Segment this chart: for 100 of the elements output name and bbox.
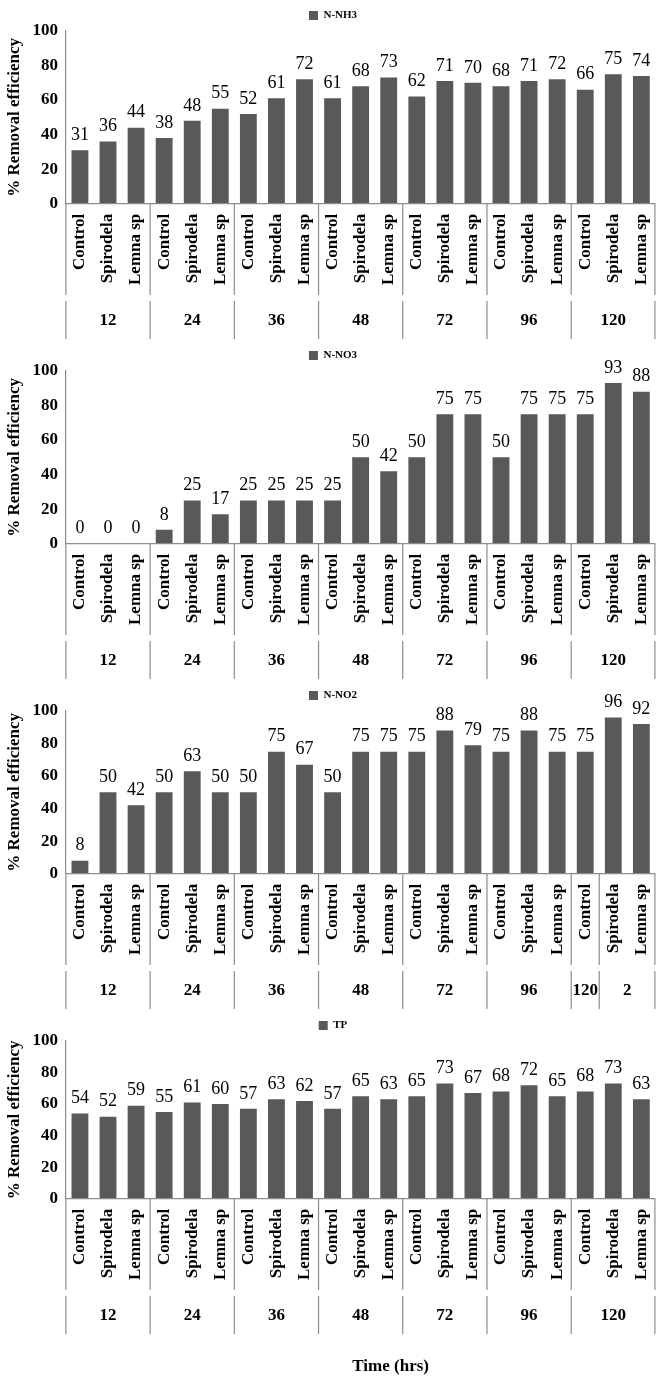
bar xyxy=(183,120,201,204)
data-label: 61 xyxy=(183,1076,202,1097)
x-tick-label: Lemna sp xyxy=(630,883,650,956)
data-label: 60 xyxy=(211,1077,230,1098)
x-tick-label: Spirodela xyxy=(602,883,622,954)
bar xyxy=(632,724,650,874)
x-tick-label: Spirodela xyxy=(181,553,201,624)
x-tick-label: Lemna sp xyxy=(462,883,482,956)
y-tick-label: 40 xyxy=(40,124,58,143)
data-label: 17 xyxy=(211,488,230,509)
bar xyxy=(239,500,257,544)
x-tick-label: Spirodela xyxy=(602,213,622,284)
x-tick-label: Control xyxy=(574,1208,594,1266)
data-label: 50 xyxy=(351,431,370,452)
data-label: 38 xyxy=(155,111,174,132)
bar xyxy=(436,1083,454,1199)
x-tick-label: Control xyxy=(69,213,89,271)
x-tick-label: Lemna sp xyxy=(293,1208,313,1281)
data-label: 75 xyxy=(604,47,623,68)
bar xyxy=(492,1091,510,1199)
x-tick-label: Control xyxy=(237,883,257,941)
bar xyxy=(211,108,229,204)
text: 120 xyxy=(572,980,598,1000)
x-tick-label: Spirodela xyxy=(265,1208,285,1279)
y-tick-label: 80 xyxy=(40,732,58,752)
bar xyxy=(408,1096,426,1199)
data-label: 75 xyxy=(463,387,482,408)
y-tick-label: 80 xyxy=(40,1061,58,1081)
bar xyxy=(436,414,454,544)
x-tick-label: Spirodela xyxy=(434,1208,454,1279)
x-tick-label: Control xyxy=(574,553,594,611)
x-tick-label: Lemna sp xyxy=(546,1208,566,1281)
data-label: 63 xyxy=(379,1073,398,1094)
x-tick-label: Lemna sp xyxy=(462,213,482,286)
bar xyxy=(492,86,510,204)
text: 96 xyxy=(520,1305,538,1325)
bar xyxy=(492,751,510,874)
bar xyxy=(239,113,257,204)
y-tick-label: 20 xyxy=(40,498,58,518)
x-tick-label: Lemna sp xyxy=(378,883,398,956)
x-tick-label: Lemna sp xyxy=(209,553,229,626)
bar xyxy=(183,771,201,874)
x-tick-label: Control xyxy=(153,1208,173,1266)
y-tick-label: 40 xyxy=(40,1125,58,1144)
x-tick-label: Lemna sp xyxy=(209,883,229,956)
text: 24 xyxy=(183,310,202,330)
x-tick-label: Lemna sp xyxy=(125,1208,145,1281)
text: 12 xyxy=(99,650,117,670)
data-label: 50 xyxy=(211,766,230,787)
data-label: 72 xyxy=(548,53,567,74)
x-tick-label: Spirodela xyxy=(350,1208,370,1279)
x-tick-label: Spirodela xyxy=(518,1208,538,1279)
bar xyxy=(71,1113,89,1199)
y-tick-label: 20 xyxy=(40,158,58,178)
x-tick-label: Spirodela xyxy=(434,883,454,954)
x-tick-label: Control xyxy=(321,883,341,941)
bar xyxy=(239,1108,257,1199)
x-tick-label: Lemna sp xyxy=(630,553,650,626)
data-label: 75 xyxy=(576,387,595,408)
text: 48 xyxy=(352,650,370,670)
bar xyxy=(99,1116,117,1199)
x-tick-label: Control xyxy=(237,213,257,271)
data-label: 62 xyxy=(407,70,426,91)
text: 24 xyxy=(183,650,202,670)
text: 72 xyxy=(436,310,454,330)
legend-label: N-NO2 xyxy=(323,688,358,701)
bar xyxy=(296,1100,313,1199)
text: 72 xyxy=(436,650,454,670)
data-label: 0 xyxy=(75,517,85,538)
data-label: 72 xyxy=(520,1058,539,1079)
data-label: 55 xyxy=(155,1085,174,1106)
x-tick-label: Lemna sp xyxy=(546,213,566,286)
y-tick-label: 100 xyxy=(32,360,58,380)
text: 96 xyxy=(520,980,538,1000)
bar xyxy=(211,514,229,544)
bar xyxy=(127,1105,145,1199)
data-label: 67 xyxy=(463,1066,482,1087)
bar xyxy=(604,717,622,874)
bar xyxy=(548,79,566,204)
text: 48 xyxy=(352,310,370,330)
data-label: 88 xyxy=(632,365,651,386)
data-label: 63 xyxy=(183,744,202,765)
x-tick-label: Control xyxy=(490,1208,510,1266)
legend-label: N-NH3 xyxy=(323,8,358,21)
data-label: 88 xyxy=(435,704,454,725)
bar xyxy=(576,751,594,874)
x-tick-label: Lemna sp xyxy=(293,883,313,956)
bar xyxy=(408,96,426,204)
bar xyxy=(268,1099,285,1199)
bar xyxy=(324,1108,341,1199)
bar xyxy=(211,792,229,874)
data-label: 75 xyxy=(548,725,567,746)
data-label: 65 xyxy=(548,1069,567,1090)
x-tick-label: Lemna sp xyxy=(209,1208,229,1281)
x-tick-label: Spirodela xyxy=(350,213,370,284)
x-tick-label: Control xyxy=(321,553,341,611)
y-tick-label: 20 xyxy=(40,830,58,850)
data-label: 42 xyxy=(379,444,398,465)
data-label: 70 xyxy=(463,56,482,77)
data-label: 62 xyxy=(295,1074,314,1095)
